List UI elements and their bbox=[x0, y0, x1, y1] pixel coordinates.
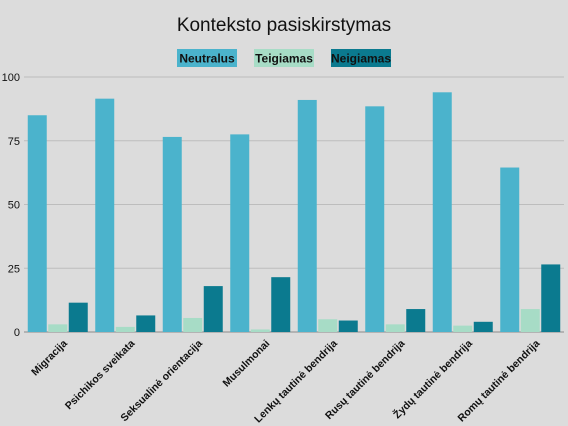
y-tick-label: 50 bbox=[8, 200, 20, 212]
bar-neutralus-3 bbox=[162, 136, 182, 332]
bars bbox=[27, 92, 561, 332]
bar-teigiamas-5 bbox=[318, 319, 338, 332]
legend-swatch-neutralus bbox=[177, 49, 237, 67]
legend-swatch-teigiamas bbox=[254, 49, 314, 67]
bar-neigiamas-1 bbox=[68, 302, 88, 332]
bar-teigiamas-8 bbox=[520, 309, 540, 332]
y-tick-label: 25 bbox=[8, 263, 20, 275]
legend-label-neigiamas: Neigiamas bbox=[331, 52, 391, 66]
bar-neutralus-8 bbox=[500, 167, 520, 332]
legend-label-teigiamas: Teigiamas bbox=[255, 52, 313, 66]
bar-teigiamas-4 bbox=[250, 329, 270, 332]
x-tick-label: Migracija bbox=[29, 338, 70, 379]
bar-neigiamas-2 bbox=[136, 315, 156, 332]
bar-neigiamas-7 bbox=[473, 321, 493, 332]
bar-neigiamas-6 bbox=[406, 309, 426, 332]
y-tick-label: 100 bbox=[2, 72, 20, 84]
bar-teigiamas-3 bbox=[183, 317, 203, 332]
bar-neigiamas-8 bbox=[541, 264, 561, 332]
bar-neutralus-4 bbox=[230, 134, 250, 332]
bar-teigiamas-7 bbox=[453, 325, 473, 332]
bar-teigiamas-1 bbox=[48, 324, 68, 332]
y-tick-label: 75 bbox=[8, 136, 20, 148]
bar-neutralus-1 bbox=[27, 115, 47, 332]
bar-neutralus-6 bbox=[365, 106, 385, 332]
bar-neigiamas-5 bbox=[338, 320, 358, 332]
bar-neigiamas-3 bbox=[203, 286, 223, 332]
bar-neigiamas-4 bbox=[271, 277, 291, 332]
y-tick-label: 0 bbox=[14, 327, 20, 339]
legend-swatch-neigiamas bbox=[331, 49, 391, 67]
legend: Neutralus Teigiamas Neigiamas bbox=[177, 49, 391, 67]
y-axis: 0 25 50 75 100 bbox=[2, 72, 20, 339]
bar-neutralus-5 bbox=[297, 99, 317, 332]
bar-neutralus-2 bbox=[95, 98, 115, 332]
bar-teigiamas-2 bbox=[115, 326, 135, 332]
x-tick-label: Musulmonai bbox=[221, 338, 273, 390]
chart-title: Konteksto pasiskirstymas bbox=[177, 15, 391, 36]
legend-label-neutralus: Neutralus bbox=[179, 52, 235, 66]
bar-teigiamas-6 bbox=[385, 324, 405, 332]
bar-neutralus-7 bbox=[432, 92, 452, 332]
x-tick-label: Psichikos sveikata bbox=[63, 338, 138, 413]
